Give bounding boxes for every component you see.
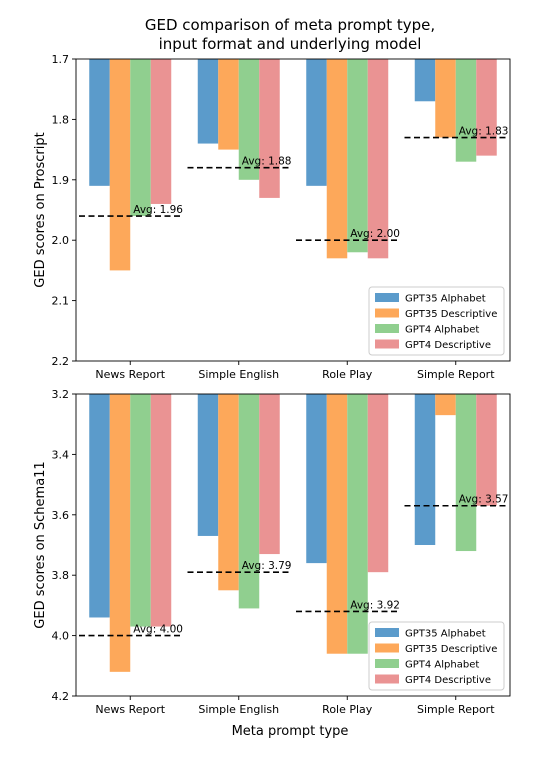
bar-gpt4-descriptive-role-play <box>367 394 389 573</box>
bar-gpt35-alphabet-simple-english <box>197 394 219 536</box>
bar-gpt35-alphabet-news-report <box>89 394 110 618</box>
legend-label-gpt4-descriptive: GPT4 Descriptive <box>405 675 491 686</box>
legend-swatch-gpt35-alphabet <box>375 293 399 302</box>
legend-swatch-gpt4-descriptive <box>375 339 399 349</box>
bar-gpt35-alphabet-role-play <box>306 59 327 186</box>
bar-gpt4-alphabet-simple-report <box>455 59 477 162</box>
bar-gpt35-alphabet-simple-report <box>414 394 436 545</box>
avg-label-simple-report: Avg: 1.83 <box>459 126 509 138</box>
bar-gpt35-descriptive-simple-english <box>218 59 239 150</box>
bar-gpt35-alphabet-simple-report <box>414 59 436 102</box>
proscript-panel: Avg: 1.96 Avg: 1.88 Avg: 2.00 Avg: 1.83 1.7 1… <box>33 53 511 381</box>
bar-gpt35-alphabet-simple-english <box>197 59 219 144</box>
y-axis-label: GED scores on Schema11 <box>33 461 48 628</box>
y-tick-label: 2.1 <box>52 295 70 308</box>
avg-label-simple-english: Avg: 1.88 <box>242 156 292 168</box>
legend: GPT35 Alphabet GPT35 Descriptive GPT4 Alph… <box>368 286 505 356</box>
legend-label-gpt35-alphabet: GPT35 Alphabet <box>405 629 486 640</box>
legend-swatch-gpt4-alphabet <box>375 659 399 668</box>
legend-box <box>368 621 505 691</box>
bar-gpt35-descriptive-news-report <box>109 59 131 271</box>
legend-label-gpt35-descriptive: GPT35 Descriptive <box>405 309 497 320</box>
legend-label-gpt4-descriptive: GPT4 Descriptive <box>405 340 491 351</box>
bar-gpt4-alphabet-simple-english <box>238 394 260 609</box>
y-tick-label: 3.2 <box>52 388 70 401</box>
x-tick-label-news-report: News Report <box>95 368 165 381</box>
bar-gpt35-descriptive-simple-english <box>218 394 239 591</box>
x-axis-label: Meta prompt type <box>232 724 349 739</box>
avg-label-simple-report: Avg: 3.57 <box>459 494 509 506</box>
legend-label-gpt35-alphabet: GPT35 Alphabet <box>405 294 486 305</box>
x-tick-label-role-play: Role Play <box>322 368 373 381</box>
bar-gpt35-descriptive-simple-report <box>435 394 456 416</box>
y-tick-label: 3.6 <box>52 509 70 522</box>
chart-title-line1: GED comparison of meta prompt type, <box>145 16 435 34</box>
avg-label-news-report: Avg: 1.96 <box>133 204 183 216</box>
x-tick-label-role-play: Role Play <box>322 703 373 716</box>
bar-gpt4-alphabet-simple-english <box>238 59 260 180</box>
legend-swatch-gpt35-descriptive <box>375 308 399 318</box>
legend-swatch-gpt4-alphabet <box>375 324 399 333</box>
x-tick-label-simple-report: Simple Report <box>417 703 495 716</box>
bar-gpt35-alphabet-news-report <box>89 59 110 186</box>
y-tick-label: 1.9 <box>52 174 70 187</box>
legend-box <box>368 286 505 356</box>
bar-gpt4-descriptive-news-report <box>150 59 172 204</box>
avg-label-role-play: Avg: 3.92 <box>350 599 400 611</box>
bar-gpt4-descriptive-news-report <box>150 394 172 627</box>
y-tick-label: 3.4 <box>52 448 70 461</box>
legend-swatch-gpt4-descriptive <box>375 674 399 684</box>
y-tick-label: 4.0 <box>52 630 70 643</box>
bar-gpt4-alphabet-simple-report <box>455 394 477 552</box>
bar-gpt35-descriptive-role-play <box>326 59 348 259</box>
bar-gpt4-alphabet-news-report <box>130 394 151 627</box>
chart-title-line2: input format and underlying model <box>159 35 422 53</box>
avg-label-role-play: Avg: 2.00 <box>350 228 400 240</box>
legend-swatch-gpt35-descriptive <box>375 643 399 653</box>
legend-label-gpt35-descriptive: GPT35 Descriptive <box>405 644 497 655</box>
y-tick-label: 1.7 <box>52 53 70 66</box>
x-tick-label-simple-english: Simple English <box>198 703 279 716</box>
y-tick-label: 2.2 <box>52 355 70 368</box>
plot-frame <box>75 393 511 697</box>
x-tick-label-simple-report: Simple Report <box>417 368 495 381</box>
legend-label-gpt4-alphabet: GPT4 Alphabet <box>405 660 479 671</box>
x-tick-label-news-report: News Report <box>95 703 165 716</box>
y-tick-label: 4.2 <box>52 690 70 703</box>
bar-gpt4-descriptive-simple-english <box>259 394 280 555</box>
x-tick-label-simple-english: Simple English <box>198 368 279 381</box>
bar-gpt35-alphabet-role-play <box>306 394 327 564</box>
y-tick-label: 3.8 <box>52 569 70 582</box>
plot-frame <box>75 58 511 362</box>
legend: GPT35 Alphabet GPT35 Descriptive GPT4 Alph… <box>368 621 505 691</box>
bar-gpt35-descriptive-role-play <box>326 394 348 654</box>
bar-gpt4-alphabet-role-play <box>347 394 368 654</box>
bar-gpt4-alphabet-news-report <box>130 59 151 217</box>
legend-label-gpt4-alphabet: GPT4 Alphabet <box>405 325 479 336</box>
bar-gpt35-descriptive-news-report <box>109 394 131 672</box>
y-axis-label: GED scores on Proscript <box>33 132 48 287</box>
avg-label-news-report: Avg: 4.00 <box>133 624 183 636</box>
bar-gpt4-descriptive-simple-report <box>476 59 497 156</box>
bar-gpt4-descriptive-simple-english <box>259 59 280 198</box>
schema11-panel: Avg: 4.00 Avg: 3.79 Avg: 3.92 Avg: 3.57 3.2 3… <box>33 388 511 716</box>
bar-gpt35-descriptive-simple-report <box>435 59 456 138</box>
legend-swatch-gpt35-alphabet <box>375 628 399 637</box>
bar-gpt4-alphabet-role-play <box>347 59 368 253</box>
y-tick-label: 2.0 <box>52 234 70 247</box>
y-tick-label: 1.8 <box>52 113 70 126</box>
avg-label-simple-english: Avg: 3.79 <box>242 560 292 572</box>
bar-gpt4-descriptive-role-play <box>367 59 389 259</box>
bar-gpt4-descriptive-simple-report <box>476 394 497 506</box>
